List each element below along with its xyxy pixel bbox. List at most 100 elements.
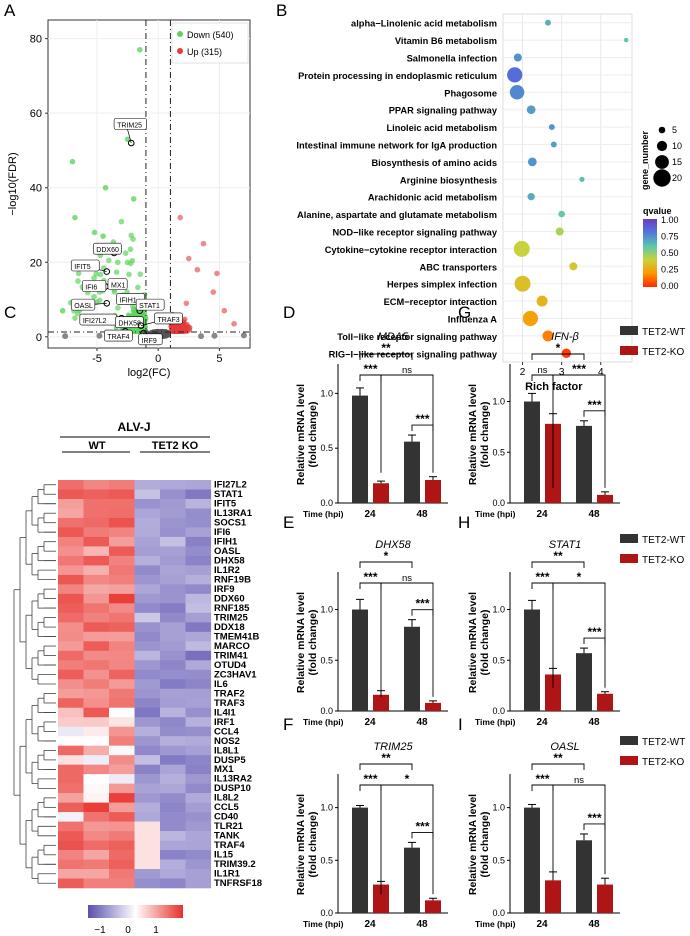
y-tick-label: 60 xyxy=(30,108,42,120)
y-tick-label: 0.5 xyxy=(320,655,333,665)
heatmap-cell xyxy=(134,489,161,500)
enrichment-dot xyxy=(514,275,531,292)
heatmap-cell xyxy=(185,774,212,784)
x-tick-label: 4 xyxy=(598,367,604,378)
group-label: WT xyxy=(88,440,105,452)
sig-bracket xyxy=(411,831,434,839)
down-point xyxy=(74,310,81,317)
gene-row-label: IL13RA2 xyxy=(214,774,252,785)
bar-tet2-wt xyxy=(576,840,592,913)
heatmap-cell xyxy=(83,764,110,775)
gene-label: TRAF4 xyxy=(107,334,129,341)
x-tick-label: 48 xyxy=(416,919,428,930)
heatmap-cell xyxy=(109,660,135,671)
sig-bracket xyxy=(531,561,585,568)
heatmap-cell xyxy=(109,498,135,509)
heatmap-cell xyxy=(109,707,135,718)
heatmap-cell xyxy=(58,527,84,538)
heatmap-cell xyxy=(58,707,84,718)
gene-row-label: RNF19B xyxy=(214,574,251,585)
bar-tet2-wt xyxy=(576,425,592,503)
legend-label: Up (315) xyxy=(187,47,222,57)
bar-legend: TET2-WT TET2-KO xyxy=(620,326,685,358)
heatmap-cell xyxy=(109,840,135,851)
heatmap-cell xyxy=(58,840,84,851)
heatmap-cell xyxy=(185,584,212,595)
x-tick-label: 48 xyxy=(588,919,600,930)
legend-label: TET2-WT xyxy=(642,327,685,338)
heatmap-cell xyxy=(58,631,84,642)
sig-label: *** xyxy=(415,597,429,611)
gene-label: TRIM25 xyxy=(117,122,142,129)
heatmap-cell xyxy=(58,641,84,652)
gene-row-label: SOCS1 xyxy=(214,518,247,529)
legend-label: TET2-KO xyxy=(642,347,684,358)
plot-frame xyxy=(502,13,633,363)
gene-row-label: CCL4 xyxy=(214,726,240,737)
heatmap-cell xyxy=(160,622,186,633)
heatmap-cell xyxy=(185,755,212,765)
color-legend-title: qvalue xyxy=(643,206,672,216)
heatmap-cell xyxy=(160,669,186,680)
heatmap-cell xyxy=(109,603,135,614)
heatmap-cell xyxy=(109,688,135,699)
down-point xyxy=(75,278,81,284)
bar-tet2-wt xyxy=(404,847,420,913)
heatmap-cell xyxy=(58,717,84,727)
gene-label: IFIT5 xyxy=(74,264,90,271)
legend-label: TET2-WT xyxy=(642,737,685,748)
chart-title: STAT1 xyxy=(549,539,582,551)
enrichment-dot xyxy=(527,193,535,201)
gene-row-label: IFIT5 xyxy=(214,499,237,510)
gene-row-label: ZC3HAV1 xyxy=(214,669,257,680)
gene-row-label: IL15 xyxy=(214,850,234,861)
heatmap-cell xyxy=(134,612,161,623)
heatmap-cell xyxy=(83,603,110,614)
heatmap-cell xyxy=(134,593,161,604)
y-axis-label: Relative mRNA level(fold change) xyxy=(295,794,319,895)
heatmap-cell xyxy=(83,508,110,519)
heatmap-cell xyxy=(160,546,186,557)
heatmap-cell xyxy=(109,783,135,794)
heatmap-cell xyxy=(109,698,135,709)
gene-row-label: IL8L2 xyxy=(214,793,239,804)
y-tick-label: 0.0 xyxy=(320,706,333,716)
y-tick-label: 0.0 xyxy=(492,706,505,716)
heatmap-cell xyxy=(58,859,84,870)
enrichment-dot xyxy=(623,37,629,43)
y-axis-label-line: (fold change) xyxy=(479,610,491,676)
up-point xyxy=(214,270,220,277)
heatmap-cell xyxy=(83,793,110,803)
panel-label-h: H xyxy=(458,513,470,532)
sig-bracket xyxy=(380,374,434,473)
heatmap-cell xyxy=(83,821,110,832)
heatmap-cell xyxy=(83,584,110,595)
y-axis-label-line: Relative mRNA level xyxy=(467,384,479,485)
size-legend: gene_number 5 10 15 20 xyxy=(640,125,682,190)
x-tick-label: 24 xyxy=(364,509,376,520)
heatmap-cell xyxy=(83,612,110,623)
heatmap-cell xyxy=(134,631,161,642)
heatmap-cell xyxy=(83,736,110,746)
heatmap-cell xyxy=(83,726,110,737)
sig-bracket xyxy=(359,763,413,770)
heatmap-cell xyxy=(160,707,186,718)
sig-bracket xyxy=(359,561,413,568)
heatmap-cell xyxy=(58,774,84,784)
x-tick-label: 48 xyxy=(588,509,600,520)
heatmap-cell xyxy=(109,593,135,604)
heatmap-cell xyxy=(58,489,84,500)
pathway-label: Toll−like receptor signaling pathway xyxy=(337,332,498,342)
heatmap-cell xyxy=(58,736,84,746)
heatmap-cell xyxy=(185,793,212,803)
heatmap-cell xyxy=(109,669,135,680)
down-point xyxy=(130,196,137,202)
enrichment-dot xyxy=(526,105,536,115)
up-point xyxy=(185,255,192,262)
heatmap-cell xyxy=(185,498,212,509)
chart-title: IFN-β xyxy=(551,331,579,343)
pathway-label: Alanine, aspartate and glutamate metabol… xyxy=(297,210,497,220)
